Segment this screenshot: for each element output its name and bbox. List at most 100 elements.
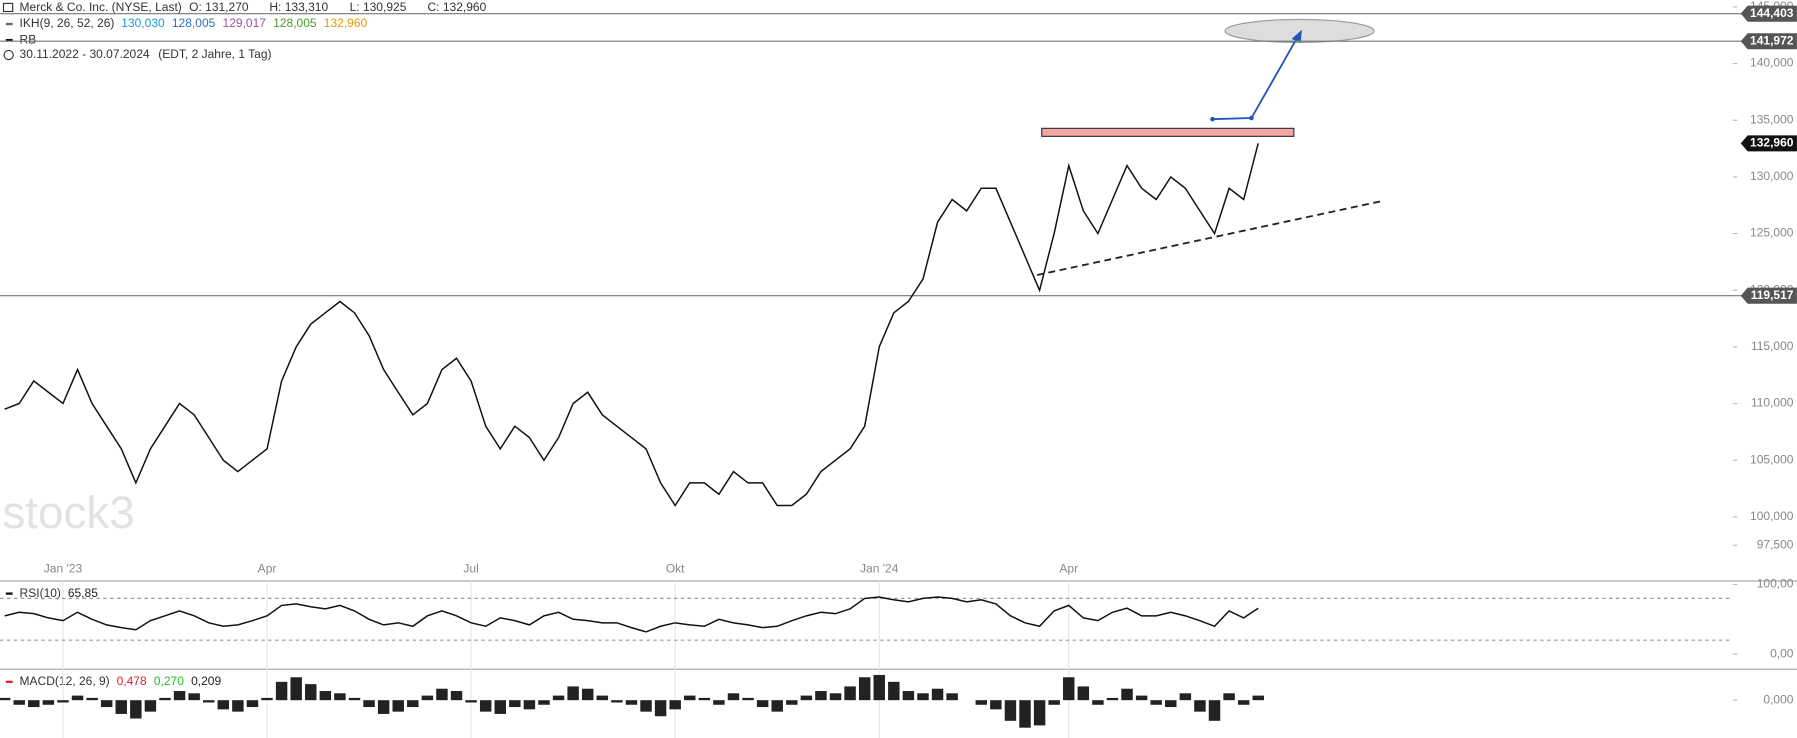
histogram-bar: [290, 677, 302, 701]
price-line: [4, 596, 1259, 633]
y-tick-label: 115,000: [1751, 339, 1794, 353]
histogram-bar: [858, 677, 871, 701]
x-tick-label: Apr: [258, 562, 277, 576]
histogram-bar: [217, 700, 230, 710]
histogram-bar: [392, 700, 404, 712]
level-tag: [1740, 33, 1797, 50]
histogram-bar: [1165, 700, 1177, 708]
histogram-bar: [363, 700, 375, 708]
histogram-bar: [436, 688, 448, 701]
histogram-bar: [873, 674, 885, 701]
histogram-bar: [1077, 686, 1090, 701]
indicator-label: IKH(9, 26, 52, 26): [20, 16, 115, 30]
histogram-bar: [567, 686, 579, 701]
legend-value: 128,005: [273, 16, 317, 30]
legend-value: 0,478: [117, 674, 147, 688]
histogram-bar: [742, 697, 754, 701]
x-tick-label: Okt: [666, 562, 685, 576]
histogram-bar: [669, 700, 681, 710]
y-tick-label: 97,500: [1757, 537, 1794, 551]
histogram-bar: [28, 700, 40, 708]
histogram-bar: [115, 700, 127, 714]
legend-value: 132,960: [324, 16, 368, 30]
histogram-bar: [0, 697, 11, 701]
histogram-bar: [1208, 700, 1221, 721]
histogram-bar: [348, 697, 361, 701]
histogram-bar: [611, 700, 623, 703]
histogram-bar: [800, 695, 813, 701]
histogram-bar: [756, 700, 769, 708]
histogram-bar: [946, 693, 958, 701]
histogram-bar: [1135, 695, 1148, 701]
histogram-bar: [975, 700, 988, 705]
histogram-bar: [1048, 700, 1060, 705]
histogram-bar: [1237, 700, 1250, 705]
x-tick-label: Apr: [1059, 562, 1078, 576]
histogram-bar: [1194, 700, 1206, 712]
histogram-bar: [261, 697, 273, 701]
trend-line: [1036, 199, 1385, 276]
date-range: 30.11.2022 - 30.07.2024: [20, 47, 150, 61]
y-tick-label: 105,000: [1750, 452, 1794, 466]
histogram-bar: [1121, 688, 1133, 701]
chart-title: Merck & Co. Inc. (NYSE, Last): [20, 0, 182, 14]
histogram-bar: [465, 700, 477, 703]
histogram-bar: [13, 700, 25, 705]
histogram-bar: [130, 700, 142, 719]
histogram-bar: [625, 700, 638, 705]
histogram-bar: [581, 688, 594, 701]
histogram-bar: [232, 700, 244, 712]
histogram-bar: [1150, 700, 1162, 705]
last-price-label: 132,960: [1750, 136, 1794, 150]
y-tick-label: 130,000: [1750, 169, 1794, 183]
histogram-bar: [844, 686, 856, 701]
level-label: 141,972: [1750, 33, 1794, 47]
x-tick-label: Jan '24: [860, 562, 899, 576]
histogram-bar: [684, 695, 696, 701]
histogram-bar: [815, 691, 827, 701]
histogram-bar: [100, 700, 113, 708]
level-tag: [1740, 5, 1797, 22]
histogram-bar: [1004, 700, 1017, 721]
histogram-bar: [71, 695, 84, 701]
histogram-bar: [654, 700, 667, 717]
histogram-bar: [450, 691, 463, 701]
level-label: 144,403: [1750, 6, 1794, 20]
ohlc-open: O: 131,270: [189, 0, 249, 14]
level-label: 119,517: [1751, 288, 1794, 302]
histogram-bar: [931, 688, 944, 701]
histogram-bar: [319, 691, 332, 701]
histogram-bar: [917, 693, 929, 701]
histogram-bar: [188, 693, 200, 701]
legend-value: 129,017: [223, 16, 267, 30]
histogram-bar: [1106, 697, 1119, 701]
histogram-bar: [42, 700, 55, 705]
y-tick-label: 135,000: [1750, 112, 1794, 126]
histogram-bar: [552, 695, 565, 701]
legend-value: 0,209: [191, 674, 221, 688]
histogram-bar: [727, 693, 740, 701]
y-tick-label: 110,000: [1751, 396, 1794, 410]
histogram-bar: [990, 700, 1002, 710]
histogram-bar: [523, 700, 536, 710]
ohlc-close: C: 132,960: [428, 0, 487, 14]
macd-title: MACD(12, 26, 9): [20, 674, 110, 688]
histogram-bar: [202, 700, 215, 703]
x-tick-label: Jul: [463, 562, 478, 576]
ohlc-high: H: 133,310: [269, 0, 328, 14]
arrow-point: [1210, 116, 1215, 122]
legend-value: 0,270: [154, 674, 184, 688]
histogram-bar: [144, 700, 157, 712]
histogram-bar: [479, 700, 492, 712]
histogram-bar: [1223, 693, 1235, 701]
histogram-bar: [57, 700, 69, 703]
histogram-bar: [377, 700, 390, 714]
x-tick-label: Jan '23: [44, 562, 83, 576]
histogram-bar: [246, 700, 259, 708]
histogram-bar: [829, 693, 842, 701]
y-tick-label: 0,00: [1770, 646, 1794, 660]
legend-value: 65,85: [68, 586, 98, 600]
